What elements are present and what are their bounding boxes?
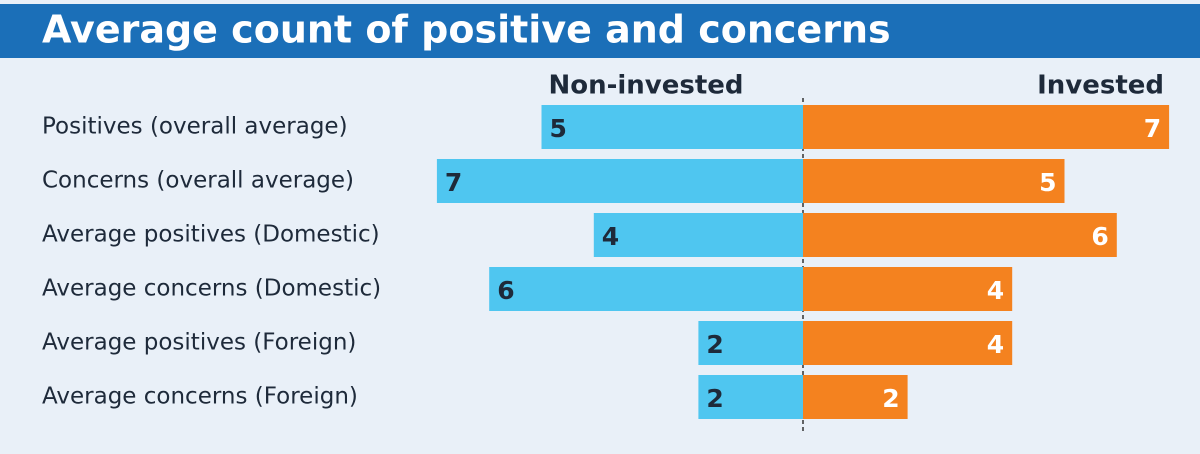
value-label: 4 <box>987 276 1004 305</box>
category-label: Average positives (Foreign) <box>42 330 356 356</box>
category-label: Average concerns (Domestic) <box>42 276 381 302</box>
title-bar <box>0 4 1200 58</box>
value-label: 4 <box>987 330 1004 359</box>
bar <box>803 375 908 419</box>
bar <box>803 321 1013 365</box>
value-label: 7 <box>445 168 462 197</box>
value-label: 2 <box>882 384 899 413</box>
bar <box>541 105 803 149</box>
category-label: Average positives (Domestic) <box>42 222 380 248</box>
bar <box>593 213 803 257</box>
bar <box>803 105 1170 149</box>
value-label: 4 <box>602 222 619 251</box>
category-label: Concerns (overall average) <box>42 168 354 194</box>
legend-label: Non-invested <box>548 71 743 101</box>
bar <box>803 159 1065 203</box>
bar <box>803 267 1013 311</box>
value-label: 2 <box>706 330 723 359</box>
category-label: Average concerns (Foreign) <box>42 384 358 410</box>
value-label: 5 <box>550 114 567 143</box>
value-label: 6 <box>497 276 514 305</box>
bar <box>803 213 1117 257</box>
value-label: 6 <box>1091 222 1108 251</box>
category-label: Positives (overall average) <box>42 114 348 140</box>
legend-label: Invested <box>1037 71 1164 101</box>
value-label: 7 <box>1144 114 1161 143</box>
chart-title: Average count of positive and concerns <box>42 8 891 52</box>
value-label: 2 <box>706 384 723 413</box>
bar <box>436 159 803 203</box>
bar <box>489 267 803 311</box>
bar <box>698 375 803 419</box>
value-label: 5 <box>1039 168 1056 197</box>
bar <box>698 321 803 365</box>
